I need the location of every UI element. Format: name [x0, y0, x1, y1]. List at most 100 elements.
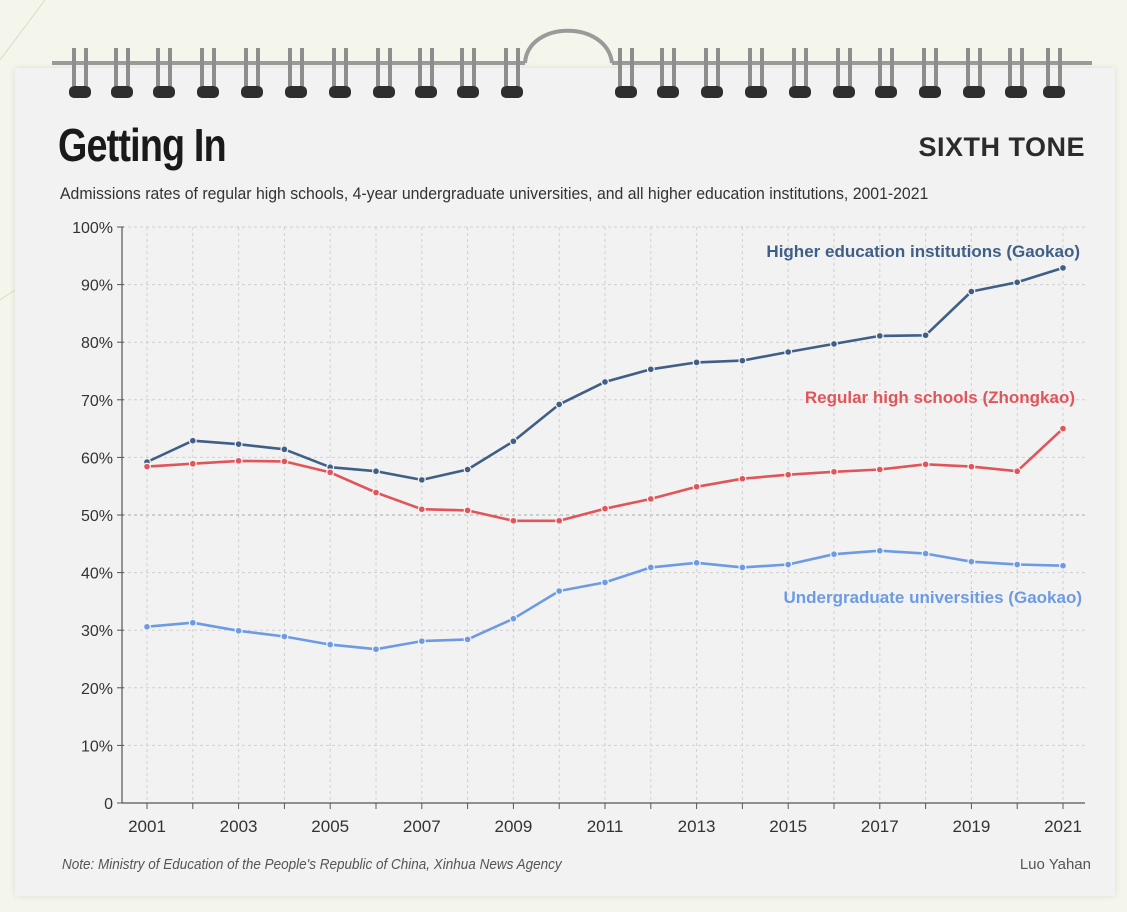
y-tick-label: 10%	[81, 738, 113, 755]
data-point	[143, 462, 152, 471]
binding-hole	[415, 86, 437, 98]
data-point	[829, 550, 838, 559]
x-tick-label: 2001	[128, 817, 166, 836]
binding-hole	[745, 86, 767, 98]
binding-ring	[966, 48, 970, 86]
binding-ring	[332, 48, 336, 86]
data-point	[875, 546, 884, 555]
data-point	[1013, 278, 1022, 287]
binding-ring	[1008, 48, 1012, 86]
binding-ring	[72, 48, 76, 86]
data-point	[463, 465, 472, 474]
data-point	[509, 437, 518, 446]
binding-ring	[716, 48, 720, 86]
binding-ring	[84, 48, 88, 86]
data-point	[784, 470, 793, 479]
data-point	[188, 436, 197, 445]
binding-ring	[1058, 48, 1062, 86]
binding-ring	[672, 48, 676, 86]
x-tick-label: 2011	[587, 817, 624, 836]
data-point	[417, 637, 426, 646]
data-point	[829, 339, 838, 348]
data-point	[234, 626, 243, 635]
binding-ring	[200, 48, 204, 86]
binding-ring	[244, 48, 248, 86]
data-point	[372, 467, 381, 476]
data-point	[234, 440, 243, 449]
data-point	[372, 488, 381, 497]
binding-hole	[241, 86, 263, 98]
data-point	[875, 465, 884, 474]
data-point	[784, 347, 793, 356]
hanger-arch	[523, 28, 614, 64]
binding-ring	[792, 48, 796, 86]
y-tick-label: 50%	[81, 508, 113, 525]
data-point	[921, 549, 930, 558]
binding-ring	[344, 48, 348, 86]
series-label: Regular high schools (Zhongkao)	[805, 388, 1075, 407]
binding-ring	[460, 48, 464, 86]
y-tick-label: 70%	[81, 393, 113, 410]
chart-card	[15, 68, 1115, 896]
x-tick-label: 2021	[1044, 817, 1082, 836]
binding-ring	[1020, 48, 1024, 86]
binding-ring	[922, 48, 926, 86]
series-high-schools	[143, 424, 1067, 525]
data-point	[509, 614, 518, 623]
binding-ring	[418, 48, 422, 86]
binding-ring	[156, 48, 160, 86]
data-point	[646, 563, 655, 572]
data-point	[1058, 263, 1067, 272]
data-point	[1013, 560, 1022, 569]
binding-ring	[388, 48, 392, 86]
data-point	[555, 400, 564, 409]
data-point	[234, 456, 243, 465]
data-point	[646, 365, 655, 374]
data-point	[463, 635, 472, 644]
data-point	[967, 557, 976, 566]
data-point	[280, 457, 289, 466]
data-point	[188, 459, 197, 468]
x-tick-label: 2017	[861, 817, 899, 836]
binding-ring	[890, 48, 894, 86]
binding-ring	[630, 48, 634, 86]
data-point	[875, 331, 884, 340]
binding-hole	[615, 86, 637, 98]
binding-hole	[833, 86, 855, 98]
data-point	[372, 645, 381, 654]
binding-ring	[618, 48, 622, 86]
binding-hole	[1005, 86, 1027, 98]
data-point	[692, 558, 701, 567]
calendar-binding	[52, 28, 1092, 98]
data-point	[738, 474, 747, 483]
binding-ring	[300, 48, 304, 86]
y-tick-label: 30%	[81, 623, 113, 640]
y-tick-label: 60%	[81, 450, 113, 467]
binding-hole	[875, 86, 897, 98]
series-undergraduate	[143, 546, 1067, 654]
binding-ring	[472, 48, 476, 86]
data-point	[738, 356, 747, 365]
data-point	[463, 506, 472, 515]
data-point	[600, 504, 609, 513]
binding-ring	[114, 48, 118, 86]
data-point	[1013, 467, 1022, 476]
binding-ring	[212, 48, 216, 86]
data-point	[1058, 561, 1067, 570]
data-point	[829, 467, 838, 476]
x-tick-label: 2013	[678, 817, 716, 836]
binding-ring	[748, 48, 752, 86]
binding-hole	[197, 86, 219, 98]
data-point	[600, 578, 609, 587]
data-point	[600, 377, 609, 386]
binding-hole	[963, 86, 985, 98]
y-tick-label: 20%	[81, 681, 113, 698]
data-point	[280, 632, 289, 641]
chart-subtitle: Admissions rates of regular high schools…	[60, 184, 929, 203]
binding-hole	[1043, 86, 1065, 98]
binding-ring	[878, 48, 882, 86]
binding-ring	[760, 48, 764, 86]
y-tick-label: 80%	[81, 335, 113, 352]
binding-hole	[329, 86, 351, 98]
binding-hole	[69, 86, 91, 98]
